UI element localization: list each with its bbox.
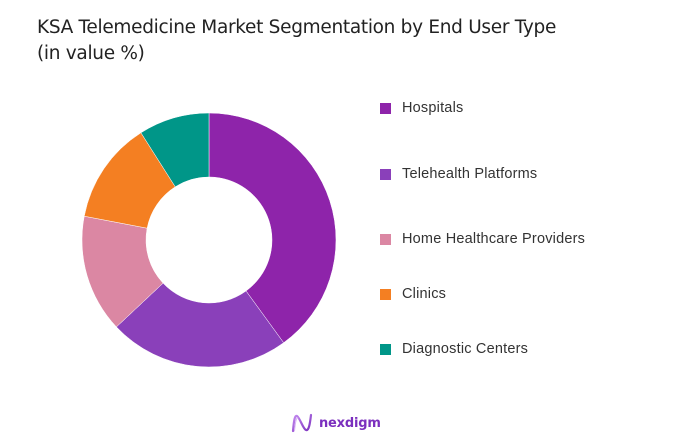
nexdigm-logo: nexdigm bbox=[291, 413, 381, 433]
chart-title-line1: KSA Telemedicine Market Segmentation by … bbox=[37, 17, 557, 38]
donut-slices bbox=[81, 112, 337, 368]
chart-title-line2: (in value %) bbox=[37, 43, 145, 64]
legend-item-clinics[interactable]: Clinics bbox=[380, 286, 446, 302]
legend-swatch bbox=[380, 102, 391, 114]
donut-slice-diagnostic-centers[interactable] bbox=[140, 112, 210, 188]
legend-label: Diagnostic Centers bbox=[402, 341, 529, 357]
chart-title: KSA Telemedicine Market Segmentation by … bbox=[37, 15, 556, 67]
wave-n-icon bbox=[291, 413, 313, 433]
legend-label: Clinics bbox=[402, 286, 447, 302]
logo-text: nexdigm bbox=[319, 415, 381, 431]
donut-slice-telehealth-platforms[interactable] bbox=[116, 282, 284, 368]
legend-item-diagnostic-centers[interactable]: Diagnostic Centers bbox=[380, 341, 528, 357]
legend-label: Hospitals bbox=[402, 100, 464, 116]
legend-item-hospitals[interactable]: Hospitals bbox=[380, 100, 463, 116]
legend-swatch bbox=[380, 233, 391, 245]
legend-item-telehealth-platforms[interactable]: Telehealth Platforms bbox=[380, 166, 537, 182]
legend-swatch bbox=[380, 168, 391, 180]
legend-swatch bbox=[380, 288, 391, 300]
donut-slice-hospitals[interactable] bbox=[208, 112, 337, 344]
legend-label: Home Healthcare Providers bbox=[402, 231, 586, 247]
legend-swatch bbox=[380, 343, 391, 355]
legend-item-home-healthcare-providers[interactable]: Home Healthcare Providers bbox=[380, 231, 585, 247]
legend-label: Telehealth Platforms bbox=[402, 166, 538, 182]
